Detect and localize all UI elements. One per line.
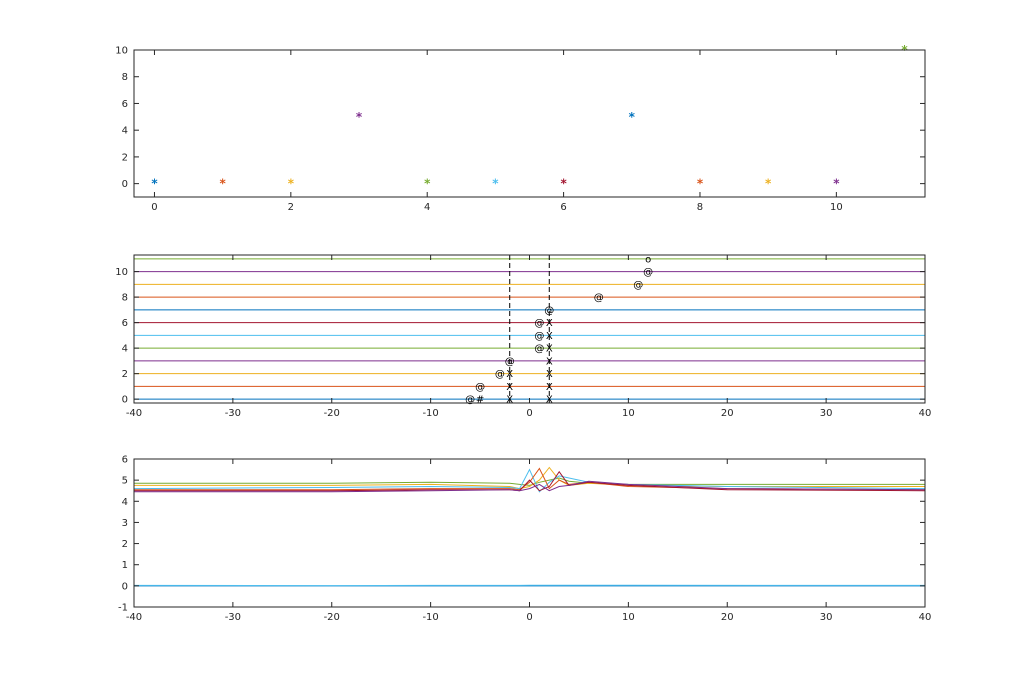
x-tick-label: 4 [424,202,430,213]
symbol-mark-6: X [506,382,513,393]
x-tick-label: -20 [324,408,340,419]
y-tick-label: 1 [122,560,128,571]
symbol-mark-4: X [546,395,553,406]
symbol-mark-21: @ [633,280,643,291]
y-tick-label: 4 [122,497,128,508]
x-tick-label: 0 [151,202,157,213]
y-tick-label: 2 [122,369,128,380]
scatter-point-3: * [288,177,295,191]
symbol-mark-2: # [476,395,484,406]
symbol-mark-23: o [645,254,651,265]
y-tick-label: 4 [122,126,128,137]
scatter-point-8: * [629,110,636,124]
axes-box [133,254,926,404]
x-tick-label: 0 [526,612,532,623]
y-tick-label: -1 [118,603,128,614]
x-tick-label: 6 [560,202,566,213]
y-tick-label: 0 [122,395,128,406]
plot-area [133,466,926,587]
x-tick-label: 40 [919,612,932,623]
scatter-point-1: * [151,177,158,191]
x-tick-label: -20 [324,612,340,623]
x-tick-label: 30 [820,408,833,419]
x-tick-label: 20 [721,408,734,419]
scatter-point-5: * [424,177,431,191]
x-tick-label: 0 [526,408,532,419]
y-tick-label: 10 [115,267,128,278]
x-tick-label: 2 [288,202,294,213]
x-tick-label: -40 [126,612,142,623]
y-tick-label: 6 [122,318,128,329]
scatter-point-2: * [220,177,227,191]
symbol-mark-10: X [546,369,553,380]
symbol-mark-7: X [546,382,553,393]
y-tick-label: 5 [122,476,128,487]
symbol-mark-14: X [546,344,553,355]
symbol-mark-11: @ [505,356,515,367]
x-tick-label: 40 [919,408,932,419]
y-tick-label: 6 [122,99,128,110]
symbol-mark-5: @ [475,382,485,393]
x-tick-label: -30 [225,612,241,623]
subplot-2: @ # X X@ X X@ X X@ X@ X@ X@ X@@@@o-40 -30 -20 -10 0 10 20… [115,254,931,419]
symbol-mark-18: X [546,318,553,329]
symbol-mark-13: @ [534,344,544,355]
y-tick-label: 8 [122,72,128,83]
series-line-8 [134,480,926,493]
scatter-point-4: * [356,110,363,124]
y-tick-label: 2 [122,152,128,163]
x-tick-label: -10 [422,612,438,623]
symbol-mark-22: @ [643,267,653,278]
symbol-mark-19: @ [544,305,554,316]
y-tick-label: 10 [115,46,128,57]
y-tick-label: 8 [122,293,128,304]
symbol-mark-9: X [506,369,513,380]
x-tick-label: -40 [126,408,142,419]
series-line-7 [134,470,926,492]
axes-box [133,49,926,198]
x-tick-label: 10 [622,612,635,623]
y-tick-label: 6 [122,455,128,466]
x-tick-label: -10 [422,408,438,419]
symbol-mark-20: @ [594,293,604,304]
symbol-mark-8: @ [495,369,505,380]
symbol-mark-1: @ [465,395,475,406]
scatter-point-6: * [492,177,499,191]
scatter-point-10: * [765,177,772,191]
scatter-point-7: * [560,177,567,191]
x-tick-label: 30 [820,612,833,623]
plot-area: @ # X X@ X X@ X X@ X@ X@ X@ X@@@@o [134,254,925,406]
x-tick-label: 20 [721,612,734,623]
symbol-mark-16: X [546,331,553,342]
symbol-mark-3: X [506,395,513,406]
scatter-point-11: * [833,177,840,191]
series-line-6 [134,467,926,491]
x-tick-label: 8 [697,202,703,213]
symbol-mark-17: @ [534,318,544,329]
y-tick-label: 0 [122,581,128,592]
x-tick-label: 10 [622,408,635,419]
y-tick-label: 4 [122,344,128,355]
y-tick-label: 2 [122,539,128,550]
x-tick-label: 10 [830,202,843,213]
scatter-point-9: * [697,177,704,191]
y-tick-label: 0 [122,179,128,190]
plot-area: * * *** * *** * ** [151,43,908,191]
x-tick-label: -30 [225,408,241,419]
symbol-mark-12: X [546,356,553,367]
y-tick-label: 3 [122,518,128,529]
symbol-mark-15: @ [534,331,544,342]
